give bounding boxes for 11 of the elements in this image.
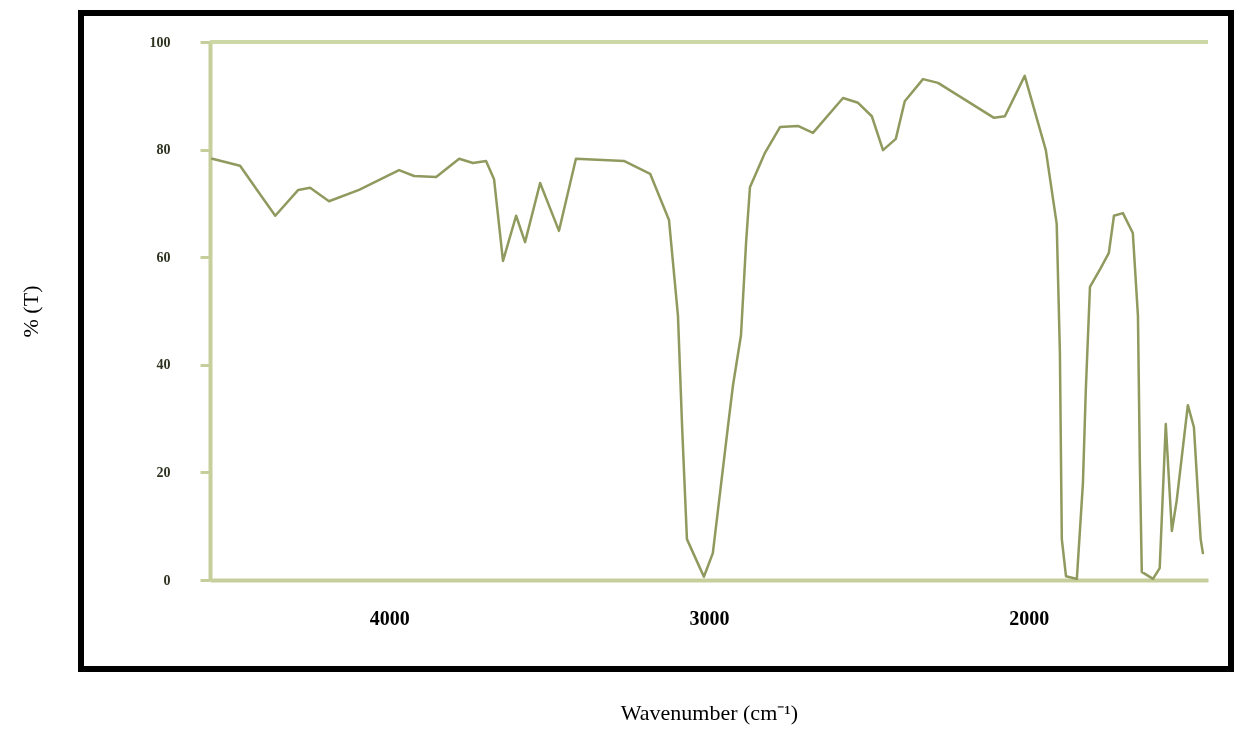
x-axis-title: Wavenumber (cm⁻¹) xyxy=(620,699,799,725)
y-tick-label: 80 xyxy=(156,142,171,158)
y-tick-label: 0 xyxy=(163,572,171,588)
y-tick-label: 20 xyxy=(156,464,171,480)
y-tick-label: 100 xyxy=(149,34,171,50)
x-tick-label: 3000 xyxy=(689,606,730,629)
x-tick-label: 4000 xyxy=(369,606,410,629)
x-tick-label: 2000 xyxy=(1009,606,1050,629)
y-axis-title: % (T) xyxy=(17,285,43,338)
y-tick-label: 60 xyxy=(156,249,171,265)
y-tick-label: 40 xyxy=(156,357,171,373)
